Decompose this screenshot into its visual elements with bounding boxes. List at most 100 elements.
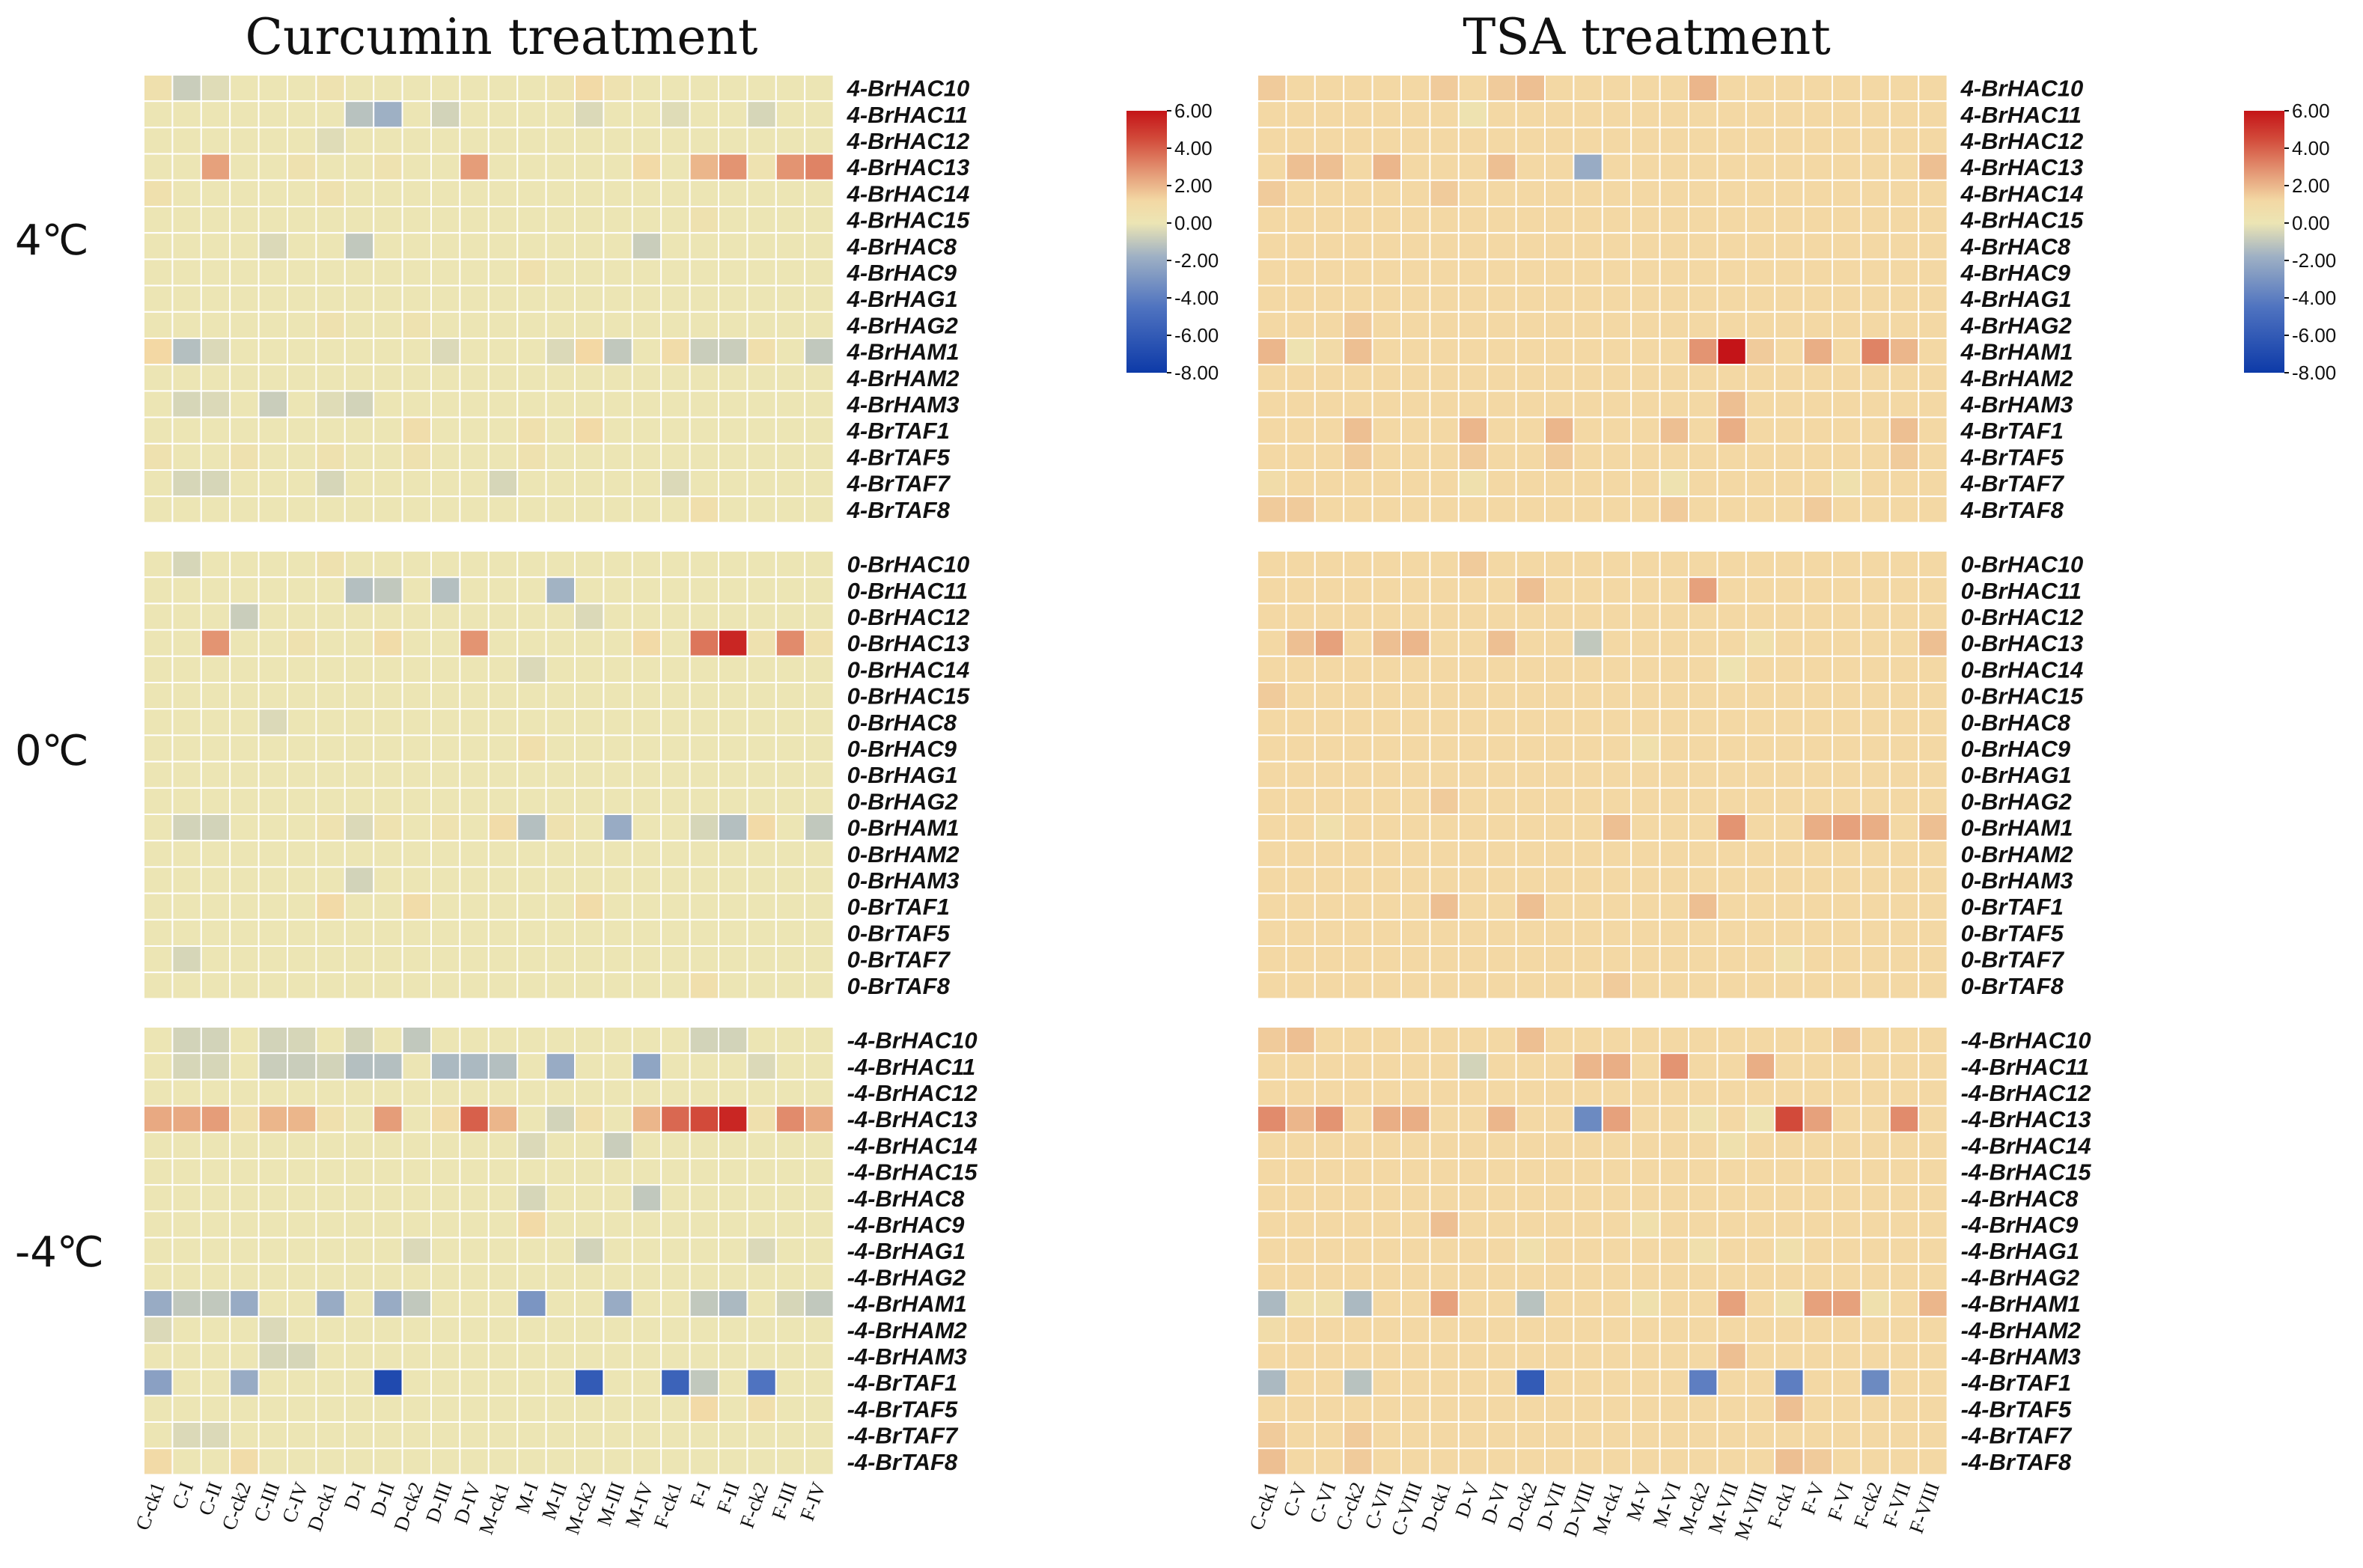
heatmap-cell <box>1371 1131 1402 1160</box>
heatmap-cell <box>660 814 691 842</box>
heatmap-cell <box>1314 1105 1345 1133</box>
heatmap-cell <box>1257 364 1287 392</box>
heatmap-cell <box>1544 682 1575 710</box>
heatmap-cell <box>603 469 633 498</box>
heatmap-cell <box>1745 1079 1776 1107</box>
heatmap-cell <box>1400 1026 1431 1055</box>
heatmap-cell <box>1860 232 1891 260</box>
row-label: 4-BrTAF5 <box>847 444 951 470</box>
heatmap-cell <box>1659 576 1690 605</box>
heatmap-cell <box>459 1447 490 1476</box>
heatmap-cell <box>574 576 605 605</box>
heatmap-cell <box>689 971 719 1000</box>
heatmap-cell <box>1371 232 1402 260</box>
heatmap-cell <box>545 1026 576 1055</box>
heatmap-cell <box>1371 918 1402 948</box>
heatmap-cell <box>287 1052 317 1081</box>
heatmap-cell <box>1257 576 1287 605</box>
heatmap-cell <box>1457 1052 1489 1081</box>
heatmap-cell <box>1716 416 1747 445</box>
heatmap-cell <box>1918 364 1948 392</box>
row-label: -4-BrHAC14 <box>847 1132 978 1159</box>
heatmap-cell <box>574 1290 605 1318</box>
heatmap-cell <box>1832 390 1862 418</box>
heatmap-cell <box>1774 629 1805 657</box>
heatmap-cell <box>373 550 403 579</box>
heatmap-cell <box>545 550 576 579</box>
heatmap-cell <box>171 603 202 631</box>
heatmap-cell <box>718 1158 748 1186</box>
heatmap-cell <box>1544 1079 1575 1107</box>
heatmap-cell <box>804 1316 835 1344</box>
heatmap-cell <box>516 682 547 710</box>
heatmap-cell <box>1802 550 1834 579</box>
heatmap-cell <box>1285 1342 1316 1370</box>
heatmap-cell <box>1860 1263 1891 1292</box>
heatmap-cell <box>1429 100 1460 129</box>
heatmap-cell <box>1544 1158 1575 1186</box>
heatmap-cell <box>1832 1105 1862 1133</box>
heatmap-cell <box>804 971 835 1000</box>
heatmap-cell <box>804 945 835 974</box>
heatmap-cell <box>1314 814 1345 842</box>
heatmap-cell <box>1860 100 1891 129</box>
heatmap-cell <box>1888 1026 1920 1055</box>
heatmap-cell <box>143 311 174 339</box>
heatmap-cell <box>1888 74 1920 103</box>
heatmap-cell <box>1716 311 1747 339</box>
column-label: M-I <box>510 1479 543 1516</box>
heatmap-cell <box>1457 734 1489 763</box>
heatmap-cell <box>603 760 633 789</box>
heatmap-cell <box>1630 1342 1661 1370</box>
heatmap-cell <box>1630 603 1661 631</box>
heatmap-cell <box>459 734 490 763</box>
heatmap-cell <box>603 1316 633 1344</box>
heatmap-cell <box>1257 258 1287 287</box>
heatmap-cell <box>1659 1079 1690 1107</box>
heatmap-cell <box>1487 1316 1517 1344</box>
heatmap-cell <box>574 629 605 657</box>
heatmap-cell <box>1573 100 1603 129</box>
heatmap-cell <box>718 918 748 948</box>
heatmap-cell <box>1314 495 1345 524</box>
heatmap-cell <box>660 153 691 181</box>
heatmap-cell <box>315 708 346 736</box>
heatmap-cell <box>1802 1131 1834 1160</box>
heatmap-cell <box>1429 576 1460 605</box>
heatmap-cell <box>1745 814 1776 842</box>
heatmap-cell <box>401 576 432 605</box>
heatmap-cell <box>1285 100 1316 129</box>
heatmap-cell <box>1688 787 1719 816</box>
heatmap-cell <box>746 1052 777 1081</box>
heatmap-cell <box>257 1158 289 1186</box>
heatmap-cell <box>1888 416 1920 445</box>
heatmap-cell <box>603 390 633 418</box>
heatmap-cell <box>171 1026 202 1055</box>
heatmap-cell <box>1716 495 1747 524</box>
heatmap-cell <box>229 1052 260 1081</box>
heatmap-cell <box>143 232 174 260</box>
heatmap-cell <box>1285 1052 1316 1081</box>
row-label: -4-BrHAG1 <box>847 1238 966 1264</box>
heatmap-cell <box>1688 814 1719 842</box>
heatmap-cell <box>1573 311 1603 339</box>
row-label: 0-BrHAM3 <box>1961 867 2073 894</box>
heatmap-cell <box>1888 550 1920 579</box>
heatmap-cell <box>1659 945 1690 974</box>
heatmap-cell <box>315 576 346 605</box>
heatmap-cell <box>487 576 519 605</box>
heatmap-cell <box>1257 682 1287 710</box>
heatmap-cell <box>1716 945 1747 974</box>
heatmap-cell <box>1515 338 1546 366</box>
heatmap-cell <box>1343 126 1373 155</box>
heatmap-cell <box>1659 892 1690 921</box>
heatmap-cell <box>631 1131 662 1160</box>
heatmap-cell <box>200 734 231 763</box>
heatmap-cell <box>1457 390 1489 418</box>
heatmap-cell <box>689 708 719 736</box>
heatmap-cell <box>200 1236 231 1265</box>
heatmap-cell <box>1630 179 1661 208</box>
heatmap-cell <box>718 1421 748 1450</box>
heatmap-cell <box>1745 364 1776 392</box>
